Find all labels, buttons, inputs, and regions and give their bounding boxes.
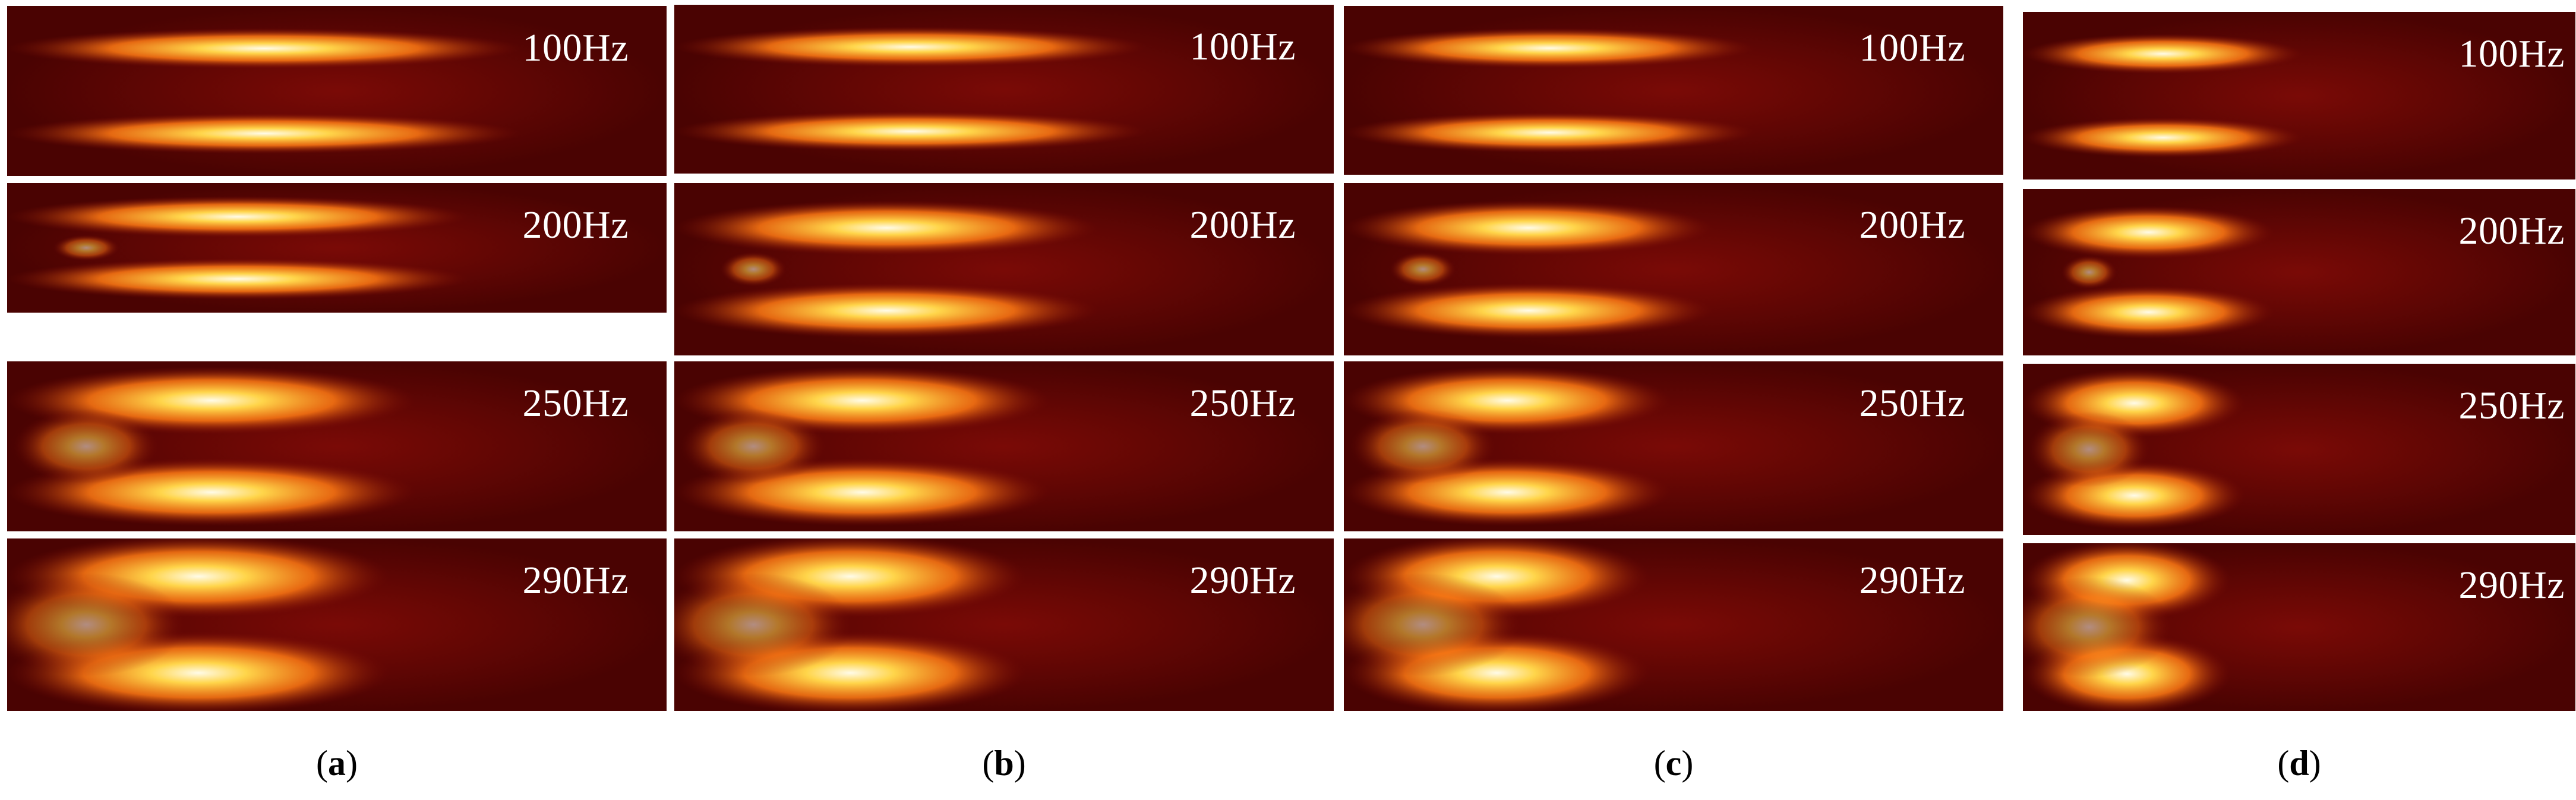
lower-jet: [1344, 283, 1713, 338]
lower-jet: [674, 111, 1148, 152]
upper-jet: [2023, 206, 2275, 259]
flame-heatmap: [2023, 543, 2575, 711]
central-glow: [720, 252, 787, 286]
lower-jet: [7, 258, 469, 300]
upper-jet: [7, 28, 522, 69]
frequency-label: 250Hz: [1189, 382, 1296, 425]
flame-heatmap: [1344, 538, 2003, 711]
central-glow: [674, 573, 853, 676]
central-glow: [2023, 577, 2173, 678]
flame-image-c-290hz: 290Hz: [1344, 538, 2003, 711]
central-glow: [2028, 411, 2150, 487]
central-glow: [1344, 573, 1522, 676]
lower-jet: [1344, 112, 1756, 153]
central-glow: [681, 409, 826, 484]
flame-image-a-100hz: 100Hz: [7, 6, 667, 176]
frequency-label: 100Hz: [1189, 25, 1296, 68]
central-glow: [14, 409, 159, 484]
upper-jet: [1344, 27, 1756, 69]
central-glow: [1390, 252, 1456, 286]
flame-heatmap: [2023, 189, 2575, 355]
flame-heatmap: [674, 5, 1334, 174]
central-glow: [1350, 409, 1496, 484]
flame-heatmap: [674, 361, 1334, 531]
flame-heatmap: [2023, 364, 2575, 535]
panel-column-c: 100Hz 200Hz 250Hz 290Hz (c): [1344, 0, 2003, 800]
upper-jet: [1344, 200, 1713, 256]
lower-jet: [674, 283, 1099, 338]
frequency-label: 100Hz: [2458, 32, 2565, 75]
frequency-label: 200Hz: [1189, 203, 1296, 247]
frequency-label: 200Hz: [1859, 203, 1965, 247]
flame-image-c-200hz: 200Hz: [1344, 183, 2003, 355]
panel-caption: (b): [982, 744, 1026, 783]
panel-caption: (a): [316, 744, 358, 783]
panel-column-a: 100Hz 200Hz 250Hz 290Hz (a): [7, 0, 667, 800]
lower-jet: [2023, 285, 2275, 339]
flame-image-b-200hz: 200Hz: [674, 183, 1334, 355]
flame-heatmap: [674, 538, 1334, 711]
caption-letter: a: [328, 744, 346, 783]
central-glow: [2062, 256, 2117, 289]
flame-heatmap: [1344, 361, 2003, 531]
flame-image-d-100hz: 100Hz: [2023, 12, 2575, 179]
frequency-label: 290Hz: [1189, 559, 1296, 602]
flame-image-a-250hz: 250Hz: [7, 361, 667, 531]
panel-column-d: 100Hz 200Hz 250Hz 290Hz (d): [2023, 0, 2575, 800]
frequency-label: 250Hz: [522, 382, 629, 425]
flame-heatmap: [1344, 183, 2003, 355]
flame-image-b-250hz: 250Hz: [674, 361, 1334, 531]
flame-image-b-100hz: 100Hz: [674, 5, 1334, 174]
frequency-label: 200Hz: [522, 203, 629, 247]
flame-heatmap: [7, 6, 667, 176]
frequency-label: 290Hz: [522, 559, 629, 602]
panel-caption: (d): [2277, 744, 2321, 783]
flame-heatmap: [7, 183, 667, 313]
flame-heatmap: [2023, 12, 2575, 179]
caption-letter: d: [2289, 744, 2309, 783]
frequency-label: 250Hz: [2458, 384, 2565, 427]
flame-image-b-290hz: 290Hz: [674, 538, 1334, 711]
flame-heatmap: [7, 361, 667, 531]
central-glow: [7, 573, 185, 676]
upper-jet: [674, 200, 1099, 256]
flame-image-d-290hz: 290Hz: [2023, 543, 2575, 711]
lower-jet: [7, 113, 522, 154]
flame-heatmap: [674, 183, 1334, 355]
flame-image-c-100hz: 100Hz: [1344, 6, 2003, 175]
frequency-label: 290Hz: [2458, 563, 2565, 607]
frequency-label: 100Hz: [1859, 26, 1965, 70]
upper-jet: [674, 26, 1148, 68]
flame-image-a-200hz: 200Hz: [7, 183, 667, 313]
upper-jet: [2023, 33, 2303, 74]
panel-column-b: 100Hz 200Hz 250Hz 290Hz (b): [674, 0, 1334, 800]
flame-image-c-250hz: 250Hz: [1344, 361, 2003, 531]
flame-heatmap: [7, 538, 667, 711]
panel-caption: (c): [1653, 744, 1694, 783]
frequency-label: 290Hz: [1859, 559, 1965, 602]
caption-letter: c: [1665, 744, 1682, 783]
frequency-label: 200Hz: [2458, 209, 2565, 253]
caption-letter: b: [994, 744, 1014, 783]
lower-jet: [2023, 117, 2303, 158]
frequency-label: 250Hz: [1859, 382, 1965, 425]
flame-image-a-290hz: 290Hz: [7, 538, 667, 711]
central-glow: [53, 235, 119, 261]
flame-image-d-250hz: 250Hz: [2023, 364, 2575, 535]
upper-jet: [7, 196, 469, 238]
flame-image-d-200hz: 200Hz: [2023, 189, 2575, 355]
flame-heatmap: [1344, 6, 2003, 175]
frequency-label: 100Hz: [522, 26, 629, 70]
